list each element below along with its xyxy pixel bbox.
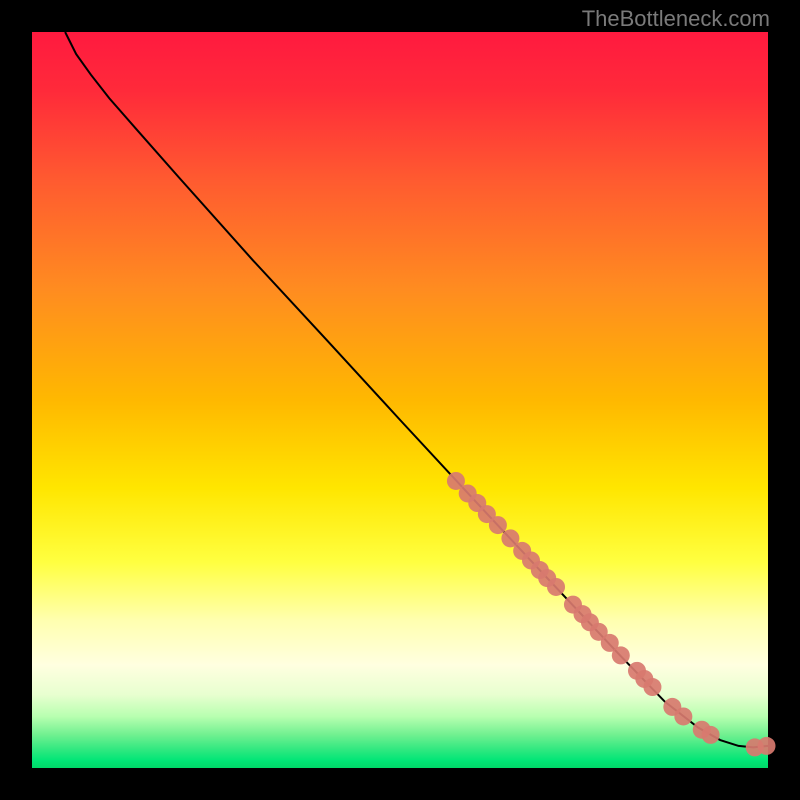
curve-line — [65, 32, 768, 747]
chart-stage: TheBottleneck.com — [0, 0, 800, 800]
marker-point — [489, 516, 507, 534]
plot-area — [32, 32, 768, 768]
watermark-text: TheBottleneck.com — [582, 6, 770, 32]
marker-point — [702, 726, 720, 744]
scatter-markers — [447, 472, 776, 756]
chart-svg-layer — [32, 32, 768, 768]
marker-point — [547, 578, 565, 596]
marker-point — [643, 678, 661, 696]
marker-point — [674, 707, 692, 725]
marker-point — [758, 737, 776, 755]
marker-point — [612, 646, 630, 664]
